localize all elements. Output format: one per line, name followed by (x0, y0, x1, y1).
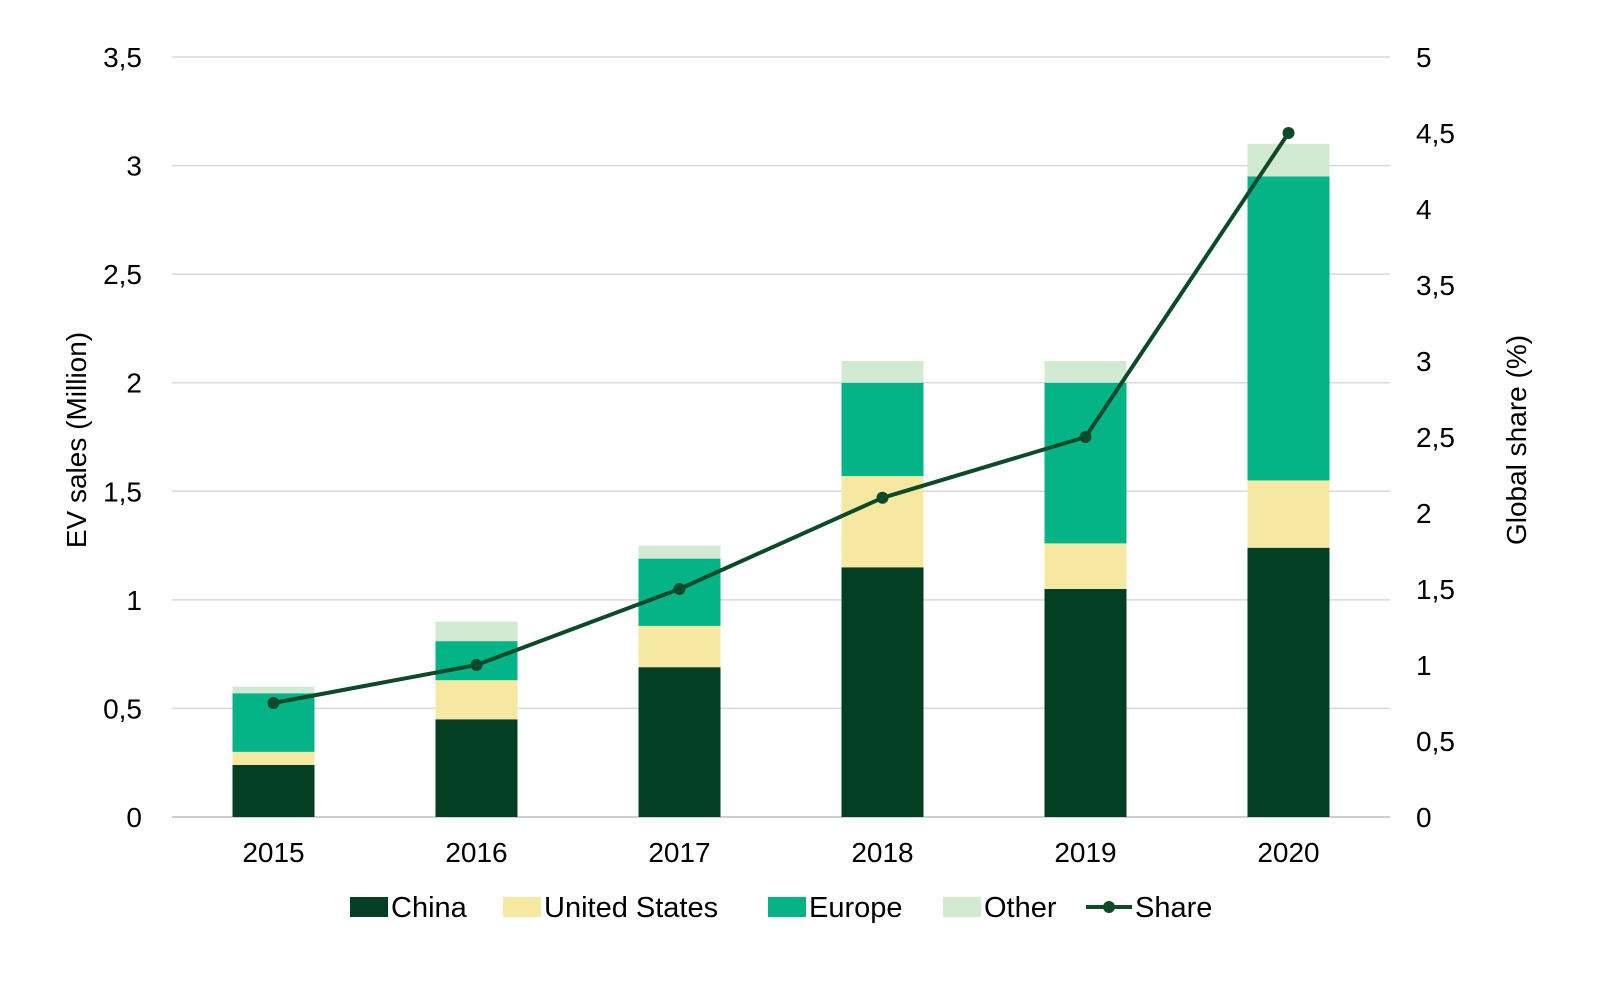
y-tick-label-right: 3 (1416, 346, 1432, 377)
y-axis-title-left: EV sales (Million) (61, 332, 92, 548)
x-tick-label: 2019 (1054, 837, 1116, 868)
legend-label: Other (984, 892, 1057, 924)
share-point (876, 491, 889, 504)
y-tick-label-right: 0 (1416, 802, 1432, 833)
bar-united-states (638, 625, 721, 668)
bar-other (1247, 143, 1330, 177)
bar-united-states (1044, 543, 1127, 589)
share-point (1079, 431, 1092, 443)
legend-swatch-europe (768, 897, 806, 917)
share-point (673, 583, 686, 595)
y-tick-label-left: 2 (126, 368, 142, 399)
y-tick-label-right: 1 (1416, 650, 1432, 681)
bar-china (841, 567, 924, 817)
legend-label: United States (544, 892, 718, 924)
y-tick-label-left: 1,5 (103, 476, 142, 507)
bar-other (841, 361, 924, 383)
y-tick-label-left: 1 (126, 585, 142, 616)
y-tick-label-right: 5 (1416, 42, 1432, 73)
bar-europe (841, 382, 924, 477)
bar-other (1044, 361, 1127, 383)
share-line-path (273, 131, 1291, 705)
bar-united-states (435, 680, 518, 720)
y-tick-label-right: 3,5 (1416, 270, 1455, 301)
legend-swatch-other (943, 897, 981, 917)
x-tick-label: 2015 (242, 837, 304, 868)
y-tick-label-right: 1,5 (1416, 574, 1455, 605)
legend-swatch-united-states (503, 897, 541, 917)
y-tick-label-right: 2 (1416, 498, 1432, 529)
y-axis-title-right: Global share (%) (1501, 335, 1532, 545)
y-tick-label-right: 4 (1416, 194, 1432, 225)
share-point (267, 697, 280, 709)
bar-europe (1044, 382, 1127, 544)
share-line (267, 127, 1295, 709)
y-tick-label-left: 0,5 (103, 693, 142, 724)
bar-china (232, 764, 315, 817)
legend-swatch-share-marker (1103, 901, 1115, 913)
x-tick-label: 2018 (851, 837, 913, 868)
bar-united-states (232, 751, 315, 765)
bar-other (232, 686, 315, 694)
bar-china (1044, 589, 1127, 817)
bar-china (1247, 547, 1330, 817)
y-tick-label-right: 2,5 (1416, 422, 1455, 453)
y-tick-label-left: 3 (126, 151, 142, 182)
x-tick-label: 2016 (445, 837, 507, 868)
bar-other (435, 621, 518, 642)
legend-label: Share (1135, 892, 1212, 924)
bar-china (638, 667, 721, 817)
bar-other (638, 545, 721, 559)
legend-swatch-china (350, 897, 388, 917)
x-tick-label: 2017 (648, 837, 710, 868)
gridlines (172, 56, 1390, 818)
bar-europe (1247, 176, 1330, 481)
legend: China United States Europe Other Share (350, 892, 1212, 924)
bar-united-states (1247, 480, 1330, 548)
y-tick-label-left: 2,5 (103, 259, 142, 290)
x-tick-label: 2020 (1257, 837, 1319, 868)
axes: EV sales (Million) Global share (%) 0 0,5… (61, 42, 1532, 868)
bar-china (435, 719, 518, 817)
share-point (1282, 127, 1295, 139)
y-tick-label-left: 3,5 (103, 42, 142, 73)
bars (232, 143, 1330, 817)
legend-label: Europe (809, 892, 903, 924)
share-point (470, 659, 483, 671)
y-tick-label-right: 4,5 (1416, 118, 1455, 149)
y-tick-label-left: 0 (126, 802, 142, 833)
y-tick-label-right: 0,5 (1416, 726, 1455, 757)
legend-label: China (391, 892, 468, 924)
